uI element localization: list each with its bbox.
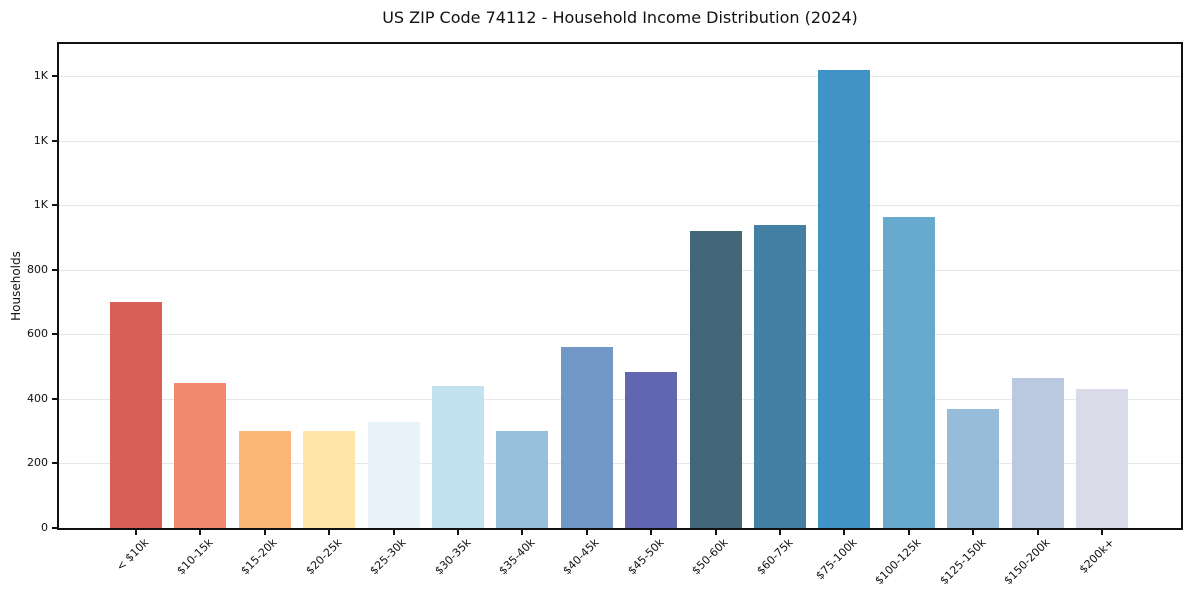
x-tick-14 xyxy=(1036,530,1039,535)
y-tick-label-400: 400 xyxy=(27,391,48,405)
x-tick-label-4: $25-30k xyxy=(367,536,409,578)
y-tick-1000 xyxy=(52,204,57,207)
bar-0 xyxy=(110,302,162,528)
x-tick-11 xyxy=(843,530,846,535)
bar-10 xyxy=(754,224,806,528)
bar-1 xyxy=(174,382,227,528)
bar-8 xyxy=(625,371,678,528)
x-tick-3 xyxy=(328,530,331,535)
x-tick-label-15: $200k+ xyxy=(1077,536,1118,577)
y-tick-label-600: 600 xyxy=(27,327,48,341)
x-tick-5 xyxy=(457,530,459,535)
y-tick-1200 xyxy=(52,139,57,142)
y-tick-1400 xyxy=(52,75,57,78)
y-tick-label-0: 0 xyxy=(41,521,48,534)
x-tick-label-5: $30-35k xyxy=(431,536,474,578)
x-tick-label-3: $20-25k xyxy=(303,536,345,578)
x-tick-label-8: $45-50k xyxy=(625,536,667,578)
bar-4 xyxy=(367,421,420,528)
gridline-600 xyxy=(59,334,1181,336)
x-tick-label-10: $60-75k xyxy=(753,536,796,578)
bar-3 xyxy=(303,431,356,528)
x-tick-9 xyxy=(714,530,717,535)
gridline-1000 xyxy=(59,205,1181,207)
x-tick-10 xyxy=(779,530,781,535)
bar-6 xyxy=(496,431,549,528)
x-tick-13 xyxy=(972,530,975,535)
gridline-800 xyxy=(59,269,1181,271)
x-tick-12 xyxy=(907,530,910,535)
x-tick-label-14: $150-200k xyxy=(1001,536,1053,588)
y-tick-label-1200: 1K xyxy=(33,133,48,147)
x-tick-2 xyxy=(263,530,266,535)
y-tick-800 xyxy=(52,268,57,271)
bar-15 xyxy=(1076,389,1128,528)
chart-title: US ZIP Code 74112 - Household Income Dis… xyxy=(382,8,858,27)
gridline-1400 xyxy=(59,76,1181,78)
bar-2 xyxy=(238,431,291,528)
x-tick-label-6: $35-40k xyxy=(496,536,538,578)
x-tick-1 xyxy=(199,530,202,535)
y-tick-label-800: 800 xyxy=(27,262,48,276)
x-tick-4 xyxy=(392,530,395,535)
y-tick-400 xyxy=(52,397,57,400)
gridline-400 xyxy=(59,398,1181,400)
bar-12 xyxy=(882,216,935,528)
bar-5 xyxy=(432,386,484,528)
x-tick-label-9: $50-60k xyxy=(689,536,731,578)
x-tick-label-7: $40-45k xyxy=(560,536,602,578)
x-tick-label-13: $125-150k xyxy=(937,536,989,588)
y-tick-label-200: 200 xyxy=(27,456,48,470)
plot-area xyxy=(57,42,1183,530)
bar-13 xyxy=(947,408,1000,528)
x-tick-8 xyxy=(650,530,653,535)
bar-14 xyxy=(1011,377,1064,528)
bar-9 xyxy=(689,231,742,528)
x-tick-7 xyxy=(585,530,588,535)
x-tick-label-1: $10-15k xyxy=(174,536,216,578)
bar-7 xyxy=(560,347,613,528)
x-tick-6 xyxy=(521,530,524,535)
gridline-200 xyxy=(59,463,1181,465)
y-axis-label: Households xyxy=(9,251,23,321)
x-tick-label-2: $15-20k xyxy=(238,536,280,578)
y-tick-200 xyxy=(52,462,57,465)
x-tick-label-12: $100-125k xyxy=(872,536,924,588)
y-tick-label-1000: 1K xyxy=(33,198,48,212)
y-tick-600 xyxy=(52,333,57,336)
x-tick-0 xyxy=(135,530,137,535)
gridline-1200 xyxy=(59,140,1181,142)
y-tick-label-1400: 1K xyxy=(33,69,48,83)
y-tick-0 xyxy=(52,527,57,529)
bar-11 xyxy=(818,69,871,528)
x-tick-label-0: < $10k xyxy=(113,536,152,574)
x-tick-label-11: $75-100k xyxy=(813,536,860,583)
x-tick-15 xyxy=(1101,530,1103,535)
